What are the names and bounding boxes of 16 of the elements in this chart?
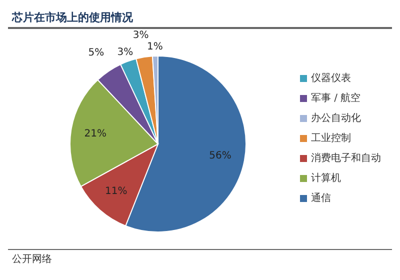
legend-label: 消费电子和自动 (311, 153, 381, 164)
data-label: 3% (117, 47, 134, 58)
legend-label: 军事 / 航空 (311, 93, 361, 104)
legend-label: 通信 (311, 193, 331, 204)
legend-label: 工业控制 (311, 133, 351, 144)
data-label: 5% (88, 48, 104, 59)
legend-label: 计算机 (311, 173, 341, 184)
data-label: 11% (104, 186, 128, 198)
data-label: 3% (132, 30, 149, 41)
data-label: 1% (147, 42, 163, 53)
legend-label: 仪器仪表 (311, 73, 351, 84)
data-label: 56% (209, 150, 232, 162)
legend-label: 办公自动化 (311, 113, 361, 124)
text: 公开网络 (8, 249, 392, 268)
chart-title: 芯片在市场上的使用情况 (8, 8, 392, 29)
data-label: 21% (84, 128, 107, 140)
